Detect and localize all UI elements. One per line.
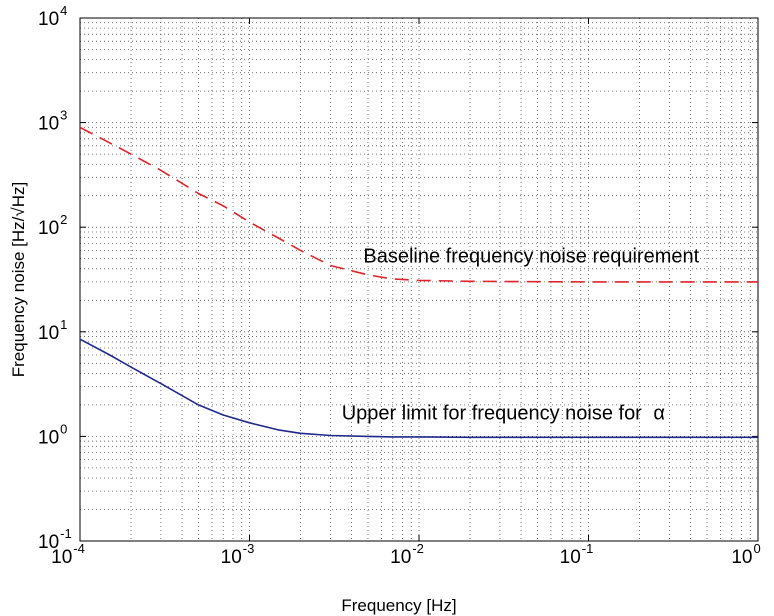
y-tick-label: 102 (38, 212, 67, 239)
tick-marks (79, 17, 759, 542)
grid-lines (80, 18, 758, 541)
y-tick-label-base: 10 (38, 9, 59, 30)
series-group (79, 126, 758, 439)
y-tick-label-exp: 0 (60, 421, 67, 436)
y-tick-label-base: 10 (38, 532, 59, 553)
x-tick-label-base: 10 (221, 547, 242, 568)
x-tick-label: 100 (731, 541, 760, 568)
x-tick-label-exp: 0 (753, 541, 760, 556)
x-tick-label: 10-2 (390, 541, 424, 568)
y-tick-label: 10-1 (38, 526, 72, 553)
series-upper-limit-line (79, 338, 758, 439)
x-tick-label: 10-1 (560, 541, 594, 568)
y-tick-label-base: 10 (38, 427, 59, 448)
y-tick-label-exp: 1 (60, 317, 67, 332)
y-tick-label-base: 10 (38, 323, 59, 344)
x-tick-label-base: 10 (390, 547, 411, 568)
y-tick-label-exp: 4 (60, 3, 67, 18)
y-tick-label: 100 (38, 421, 67, 448)
y-tick-label-exp: -1 (60, 526, 72, 541)
x-tick-label-exp: -2 (412, 541, 424, 556)
y-tick-label-base: 10 (38, 114, 59, 135)
x-tick-label-base: 10 (51, 547, 72, 568)
annotation-baseline: Baseline frequency noise requirement (363, 245, 699, 267)
x-tick-label-base: 10 (731, 547, 752, 568)
annotation-upper-limit-text: Upper limit for frequency noise for (342, 403, 642, 425)
annotation-upper-limit: Upper limit for frequency noise for α (342, 403, 665, 425)
x-tick-label-base: 10 (560, 547, 581, 568)
x-axis-title: Frequency [Hz] (341, 596, 456, 615)
x-tick-label-exp: -4 (73, 541, 85, 556)
x-tick-label: 10-4 (51, 541, 85, 568)
y-tick-label: 104 (38, 3, 67, 30)
x-tick-label: 10-3 (221, 541, 255, 568)
y-tick-label-exp: 2 (60, 212, 67, 227)
y-tick-label-exp: 3 (60, 108, 67, 123)
annotation-alpha-symbol: α (653, 403, 665, 425)
series-baseline-requirement-line (79, 126, 758, 283)
y-tick-label-base: 10 (38, 218, 59, 239)
y-tick-label: 103 (38, 108, 67, 135)
y-tick-label: 101 (38, 317, 67, 344)
x-tick-label-exp: -1 (582, 541, 594, 556)
x-tick-label-exp: -3 (243, 541, 255, 556)
y-axis-title: Frequency noise [Hz/√Hz] (9, 182, 28, 377)
